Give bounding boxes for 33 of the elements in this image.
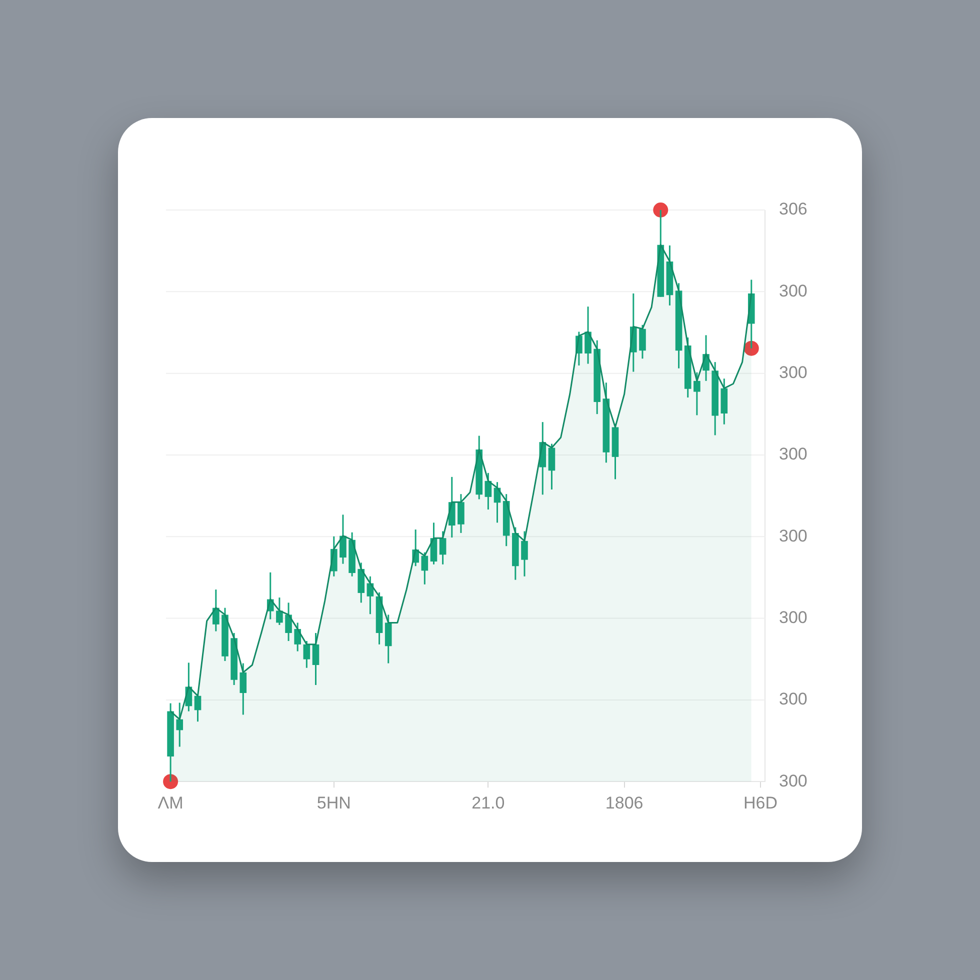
x-tick-label: 21.0	[472, 793, 505, 812]
candlestick	[694, 372, 700, 416]
candlestick	[484, 472, 492, 510]
candlestick	[294, 622, 301, 652]
text: 300	[779, 281, 808, 300]
candlestick	[439, 530, 446, 566]
candlestick	[176, 702, 184, 748]
candlestick	[303, 640, 310, 669]
text: 300	[779, 444, 808, 464]
candlestick	[276, 596, 283, 626]
candlestick	[312, 632, 320, 686]
candlestick	[548, 443, 556, 490]
candlestick	[212, 588, 220, 632]
x-tick-label: 1806	[605, 793, 644, 812]
candlestick	[421, 552, 428, 586]
candlestick	[340, 514, 346, 565]
x-tick-label: H6D	[743, 793, 778, 812]
candlestick	[584, 306, 592, 365]
text: 300	[779, 771, 808, 790]
text: 300	[779, 363, 808, 382]
text: 300	[779, 526, 808, 546]
text: 300	[779, 690, 808, 709]
candlestick	[285, 602, 292, 642]
text: 300	[779, 608, 808, 627]
candlestick	[240, 662, 247, 716]
candlestick	[194, 693, 202, 722]
text: 306	[779, 200, 808, 219]
candlestick	[384, 614, 392, 664]
x-tick-label: 5HN	[316, 793, 351, 812]
candlestick	[521, 530, 528, 578]
x-tick-label: ΛM	[158, 793, 184, 812]
candlestick	[639, 324, 646, 360]
candlestick	[458, 493, 464, 534]
